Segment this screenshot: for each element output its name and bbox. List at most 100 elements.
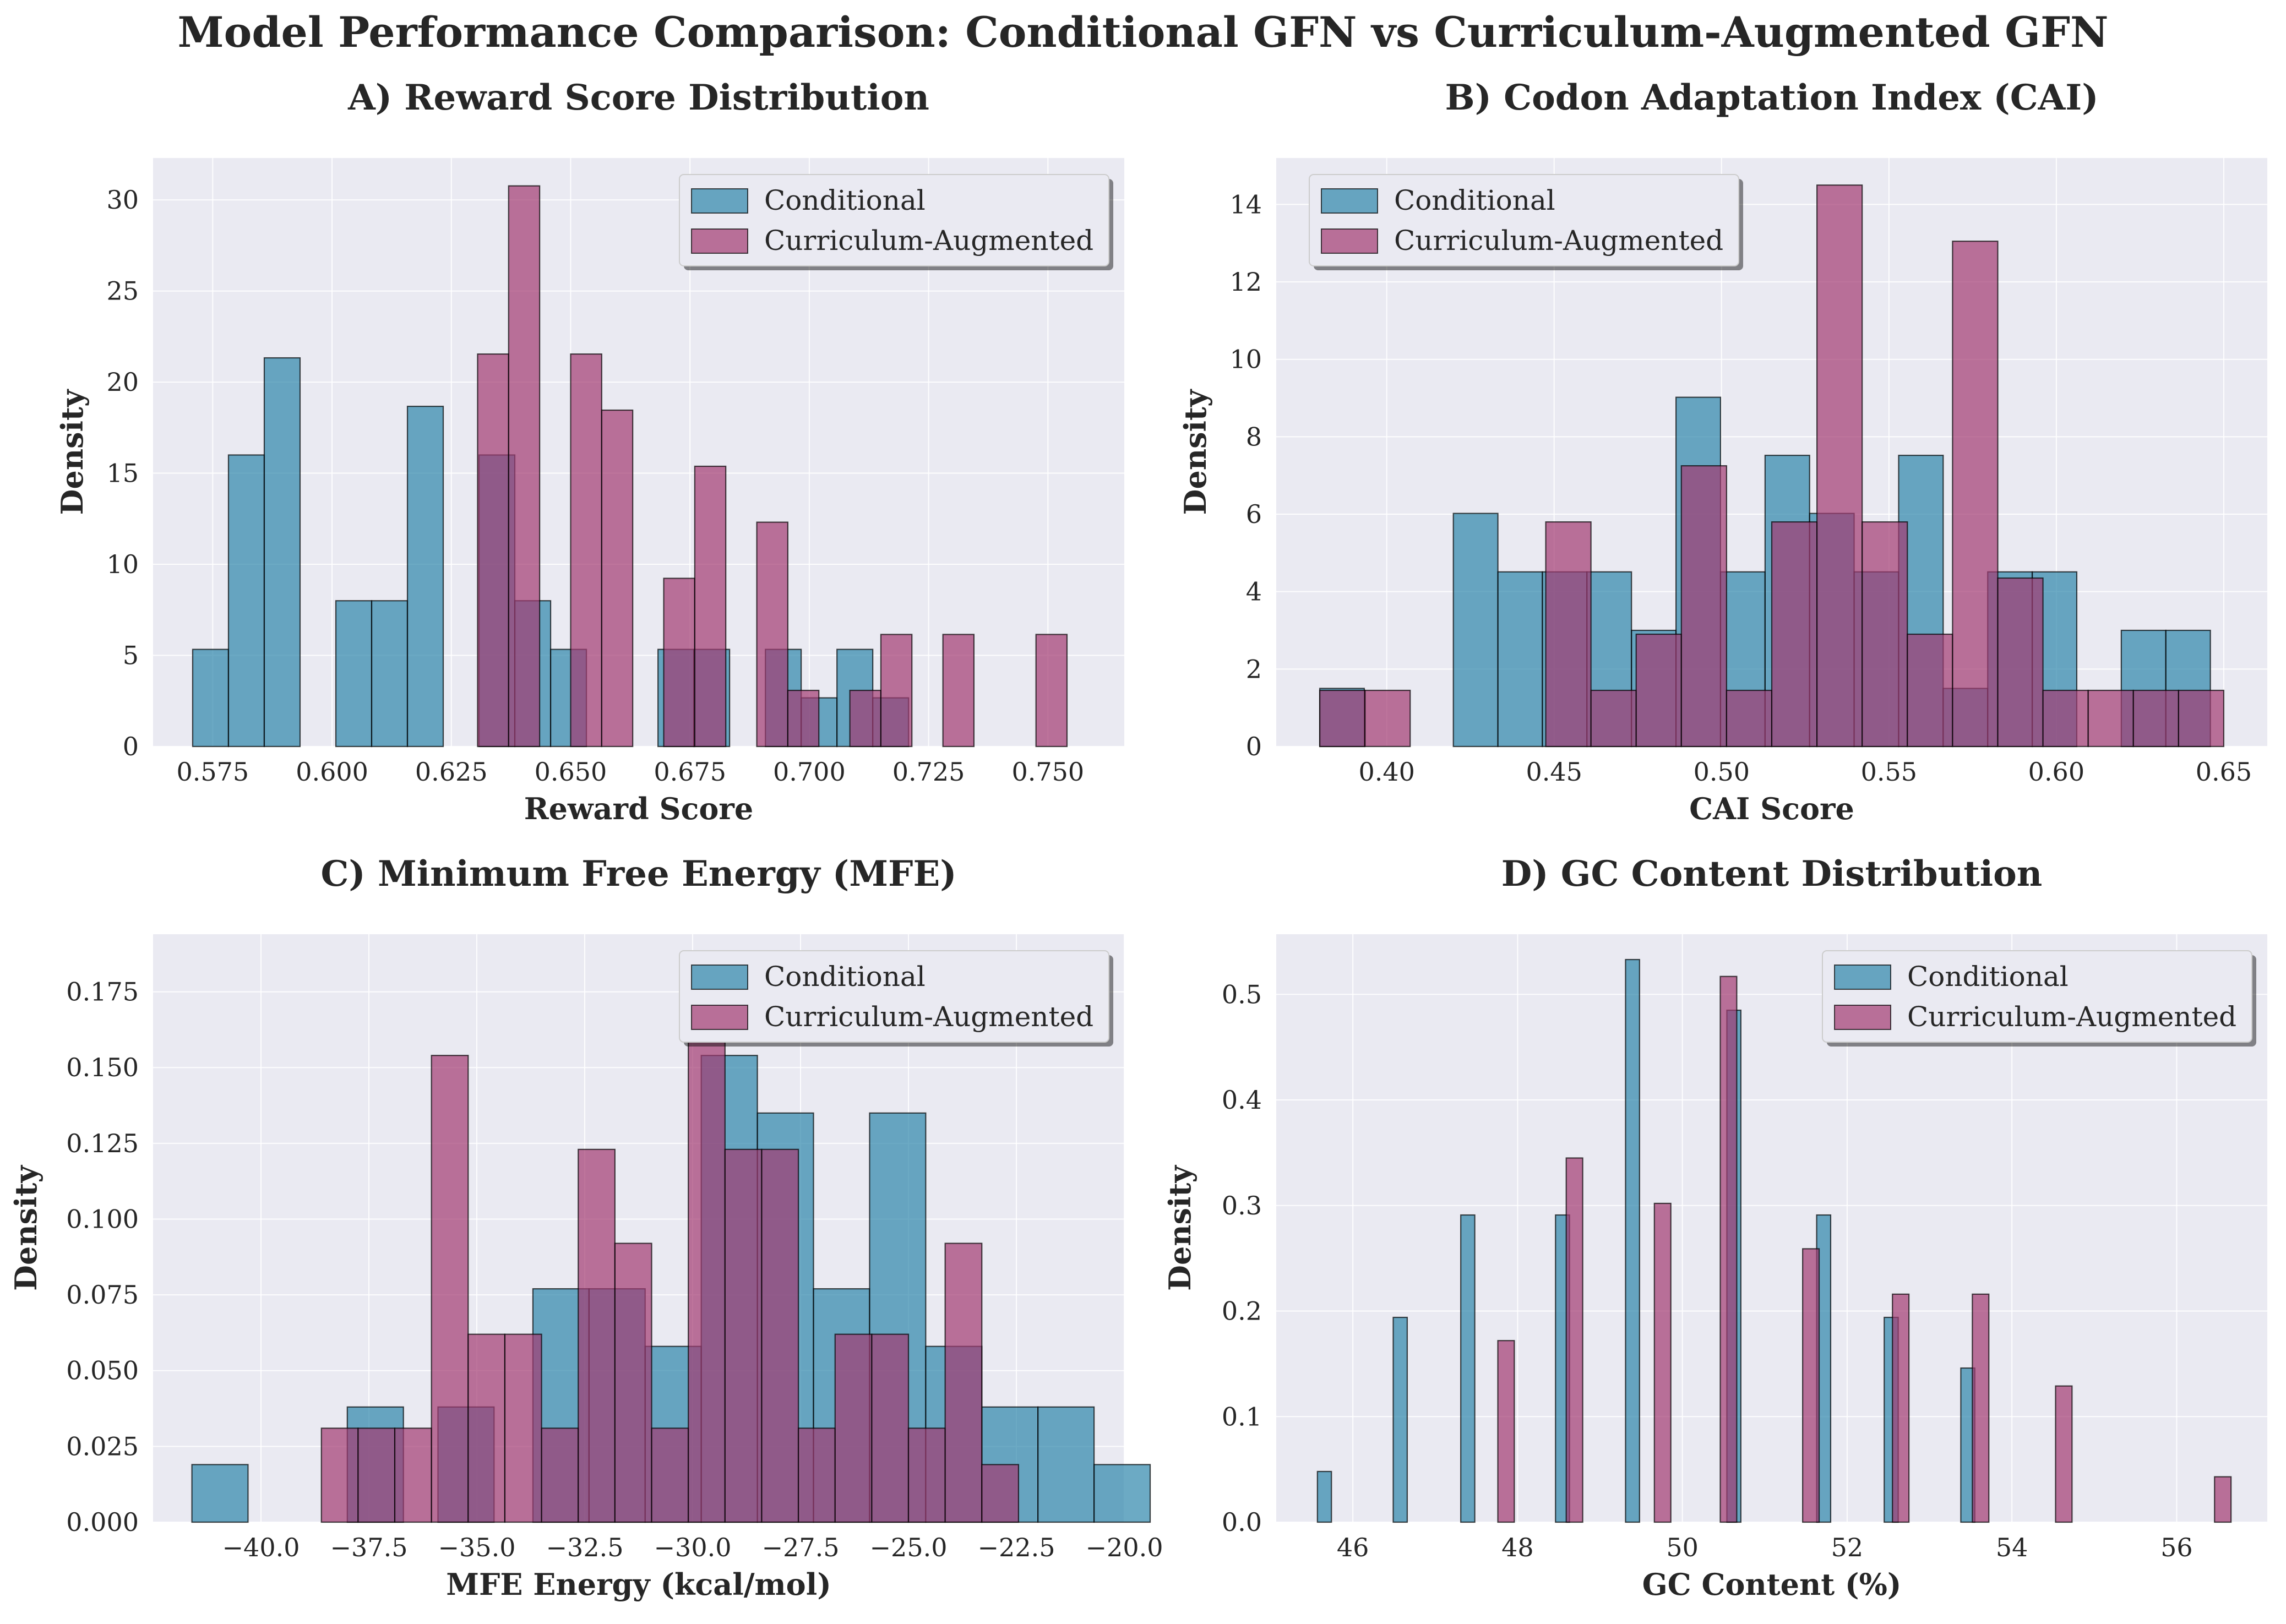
histogram-bar: [2178, 689, 2225, 748]
y-tick-label: 0.175: [66, 977, 139, 1007]
x-tick-label: 0.675: [654, 757, 726, 787]
histogram-bar: [1364, 689, 1411, 748]
x-tick-label: 0.750: [1011, 757, 1084, 787]
histogram-bar: [942, 634, 975, 748]
legend-label-curriculum: Curriculum-Augmented: [1907, 1001, 2236, 1033]
y-tick-label: 0: [1246, 732, 1262, 761]
histogram-bar: [614, 1242, 652, 1523]
histogram-bar: [787, 689, 820, 748]
histogram-bar: [849, 689, 882, 748]
legend: Conditional Curriculum-Augmented: [1822, 950, 2256, 1047]
legend-box: [679, 950, 1109, 1043]
histogram-bar: [1497, 571, 1543, 748]
histogram-bar: [756, 521, 788, 748]
y-tick-label: 6: [1246, 499, 1262, 529]
y-tick-label: 8: [1246, 422, 1262, 451]
x-tick-label: 0.45: [1526, 757, 1582, 787]
x-axis-label: CAI Score: [1689, 791, 1854, 826]
legend-swatch-curriculum: [1321, 228, 1378, 254]
y-tick-label: 5: [123, 641, 139, 671]
legend: Conditional Curriculum-Augmented: [679, 174, 1113, 270]
legend: Conditional Curriculum-Augmented: [1309, 174, 1743, 270]
histogram-bar: [1907, 633, 1953, 748]
y-tick-label: 15: [106, 459, 139, 488]
legend-swatch-conditional: [691, 964, 748, 990]
y-tick-label: 0.0: [1222, 1507, 1262, 1537]
histogram-bar: [1035, 634, 1068, 748]
x-tick-label: −37.5: [330, 1533, 408, 1562]
x-tick-label: 0.65: [2196, 757, 2252, 787]
x-tick-label: 56: [2160, 1533, 2193, 1562]
histogram-bar: [694, 465, 727, 748]
y-tick-label: 0.000: [66, 1507, 139, 1537]
histogram-bar: [1892, 1293, 1910, 1523]
legend-swatch-conditional: [1834, 964, 1891, 990]
x-tick-label: 0.55: [1861, 757, 1917, 787]
histogram-bar: [2214, 1476, 2232, 1523]
y-tick-label: 12: [1229, 267, 1262, 297]
x-tick-label: 0.575: [177, 757, 249, 787]
subplot-title: C) Minimum Free Energy (MFE): [320, 853, 956, 895]
y-tick-label: 0.050: [66, 1356, 139, 1386]
x-tick-label: 0.700: [773, 757, 846, 787]
legend-swatch-curriculum: [1834, 1005, 1891, 1030]
y-tick-label: 0.2: [1222, 1296, 1262, 1326]
y-tick-label: 20: [106, 367, 139, 397]
histogram-bar: [1316, 1470, 1332, 1523]
histogram-bar: [663, 577, 695, 748]
histogram-bar: [2042, 689, 2089, 748]
x-tick-label: 0.725: [892, 757, 965, 787]
x-tick-label: 0.650: [535, 757, 607, 787]
histogram-bar: [371, 600, 409, 748]
histogram-bar: [191, 1464, 249, 1523]
y-tick-label: 4: [1246, 577, 1262, 607]
histogram-bar: [394, 1427, 432, 1523]
histogram-bar: [1862, 521, 1908, 748]
x-tick-label: 50: [1666, 1533, 1699, 1562]
y-tick-label: 0.5: [1222, 979, 1262, 1009]
legend-label-curriculum: Curriculum-Augmented: [764, 225, 1093, 257]
y-tick-label: 0.025: [66, 1431, 139, 1461]
histogram-bar: [797, 1427, 836, 1523]
histogram-bar: [477, 353, 509, 748]
legend-label-conditional: Conditional: [764, 184, 926, 216]
x-tick-label: 52: [1831, 1533, 1864, 1562]
x-tick-label: 0.600: [296, 757, 368, 787]
y-tick-label: 0.100: [66, 1204, 139, 1234]
histogram-bar: [541, 1427, 579, 1523]
histogram-bar: [724, 1148, 763, 1523]
histogram-bar: [1037, 1406, 1095, 1523]
y-tick-label: 0.4: [1222, 1085, 1262, 1115]
histogram-bar: [1680, 465, 1728, 748]
histogram-bar: [320, 1427, 359, 1523]
histogram-bar: [1319, 689, 1366, 748]
y-axis-label: Density: [55, 389, 90, 515]
y-axis-label: Density: [1178, 389, 1213, 515]
y-tick-label: 0.1: [1222, 1402, 1262, 1431]
subplot-title: D) GC Content Distribution: [1501, 853, 2043, 895]
x-tick-label: 0.40: [1358, 757, 1414, 787]
y-tick-label: 2: [1246, 654, 1262, 684]
histogram-bar: [688, 961, 726, 1523]
panel-d: 46 48 50 52 54 56 0.0 0.1 0.2 0.3 0.4 0.5 GC Content…: [1162, 853, 2267, 1602]
histogram-bar: [1816, 184, 1863, 748]
legend: Conditional Curriculum-Augmented: [679, 950, 1113, 1047]
histogram-bar: [1952, 241, 1999, 748]
x-tick-label: 54: [1996, 1533, 2028, 1562]
x-tick-label: 0.50: [1694, 757, 1750, 787]
x-axis-label: MFE Energy (kcal/mol): [446, 1567, 831, 1602]
histogram-bar: [227, 454, 265, 748]
legend-label-conditional: Conditional: [1907, 961, 2069, 993]
x-tick-label: 0.60: [2028, 757, 2084, 787]
legend-label-conditional: Conditional: [764, 961, 926, 993]
x-tick-label: −35.0: [438, 1533, 516, 1562]
x-tick-label: −25.0: [870, 1533, 948, 1562]
legend-swatch-curriculum: [691, 228, 748, 254]
legend-swatch-conditional: [1321, 188, 1378, 214]
histogram-bar: [2055, 1385, 2073, 1523]
histogram-bar: [431, 1055, 469, 1523]
x-axis-label: Reward Score: [524, 791, 753, 826]
y-tick-label: 10: [1229, 345, 1262, 374]
histogram-bar: [2132, 689, 2179, 748]
